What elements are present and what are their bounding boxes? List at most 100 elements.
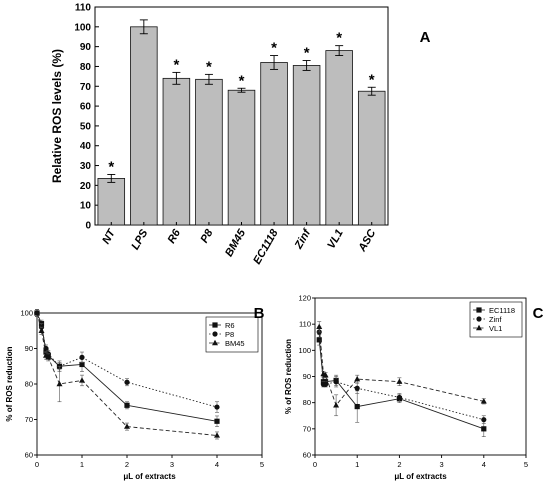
y-tick-label: 100 [74,22,91,33]
series-vl1 [316,321,487,417]
data-point-vl1 [480,398,487,404]
x-tick-label: 3 [170,460,174,469]
legend-marker-zinf [476,316,482,322]
data-point-zinf [396,394,402,401]
series-line-bm45 [36,312,218,436]
y-tick-label: 90 [25,344,33,353]
x-tick-label: 5 [260,460,264,469]
series-line-p8 [36,312,218,408]
legend-marker-bm45 [212,339,218,346]
data-point-bm45 [214,432,220,438]
legend-marker-vl1 [476,324,482,331]
data-point-r6 [124,402,130,408]
category-label-vl1: VL1 [325,228,345,251]
legend-label-vl1: VL1 [489,324,502,333]
x-tick-label: 0 [313,460,317,469]
category-label-asc: ASC [356,227,379,255]
significance-star: * [173,56,179,73]
data-point-bm45 [124,423,130,429]
significance-star: * [206,58,212,75]
data-point-ec1118 [316,337,322,343]
data-point-r6 [214,418,220,424]
data-point-vl1 [322,371,329,378]
data-point-vl1 [333,402,340,408]
bar-r6 [162,77,191,226]
category-label-lps: LPS [129,227,150,252]
significance-star: * [304,45,310,62]
bar-p8 [195,78,223,226]
significance-star: * [336,30,342,47]
data-point-bm45 [79,377,85,383]
series-ec1118 [316,334,487,437]
series-line-vl1 [318,326,484,407]
significance-star: * [369,71,375,88]
data-point-zinf [322,381,329,387]
bar-nt [97,178,126,226]
bar-zinf [292,65,321,226]
legend-label-ec1118: EC1118 [489,306,515,315]
legend-label-zinf: Zinf [489,315,502,324]
category-label-ec1118: EC1118 [251,227,281,267]
data-point-ec1118 [354,403,360,410]
y-tick-label: 80 [25,380,33,389]
data-point-p8 [124,379,130,385]
legend-marker-r6 [212,322,218,328]
data-point-vl1 [354,375,361,382]
legend-label-bm45: BM45 [225,339,245,348]
data-point-vl1 [396,378,403,384]
significance-star: * [108,158,114,175]
data-point-p8 [214,404,220,410]
y-tick-label: 100 [298,346,311,355]
significance-star: * [239,72,245,89]
bar-bm45 [227,89,256,226]
x-axis-label: μL of extracts [394,472,447,481]
y-tick-label: 110 [75,3,92,14]
data-point-bm45 [56,380,63,387]
x-tick-label: 1 [80,460,84,469]
data-point-bm45 [38,327,45,333]
data-point-zinf [481,417,487,423]
data-point-bm45 [45,354,52,360]
y-tick-label: 70 [303,424,311,433]
series-line-zinf [318,331,484,421]
panel-c-line-chart: 0 1 2 3 4 5 60 70 80 90 100 110 120 μL of extracts % o… [284,294,544,482]
x-tick-label: 4 [215,460,219,469]
legend-marker-ec1118 [476,307,482,313]
bar-asc [357,90,386,226]
y-axis-label: % of ROS reduction [5,346,14,421]
data-point-zinf [354,385,360,391]
category-label-r6: R6 [166,227,184,246]
x-tick-label: 0 [35,460,39,469]
x-tick-label: 2 [397,460,401,469]
category-label-p8: P8 [198,227,216,245]
y-tick-label: 40 [80,141,92,152]
x-tick-label: 2 [125,460,129,469]
x-tick-label: 1 [355,460,359,469]
y-tick-label: 60 [303,451,311,460]
y-tick-label: 120 [298,294,311,303]
bar-lps [130,26,158,226]
y-tick-label: 50 [80,121,92,132]
panel-letter: B [254,305,265,322]
category-label-zinf: Zinf [292,226,314,251]
y-tick-label: 60 [25,451,33,460]
y-tick-label: 70 [80,82,92,93]
data-point-p8 [79,354,85,360]
x-tick-label: 3 [440,460,444,469]
y-tick-label: 90 [303,372,311,381]
series-zinf [316,326,487,424]
y-tick-label: 30 [80,161,92,172]
category-label-nt: NT [100,226,118,246]
y-tick-label: 20 [80,181,92,192]
panel-b-line-chart: 0 1 2 3 4 5 60 70 80 90 100 μL of extracts % of ROS … [5,305,265,481]
bar-ec1118 [260,62,288,226]
series-r6 [34,309,220,427]
series-bm45 [34,309,220,440]
bar-vl1 [325,50,353,226]
y-tick-label: 70 [25,415,33,424]
y-tick-label: 100 [20,309,33,318]
x-tick-label: 4 [482,460,486,469]
y-tick-label: 80 [80,62,92,73]
